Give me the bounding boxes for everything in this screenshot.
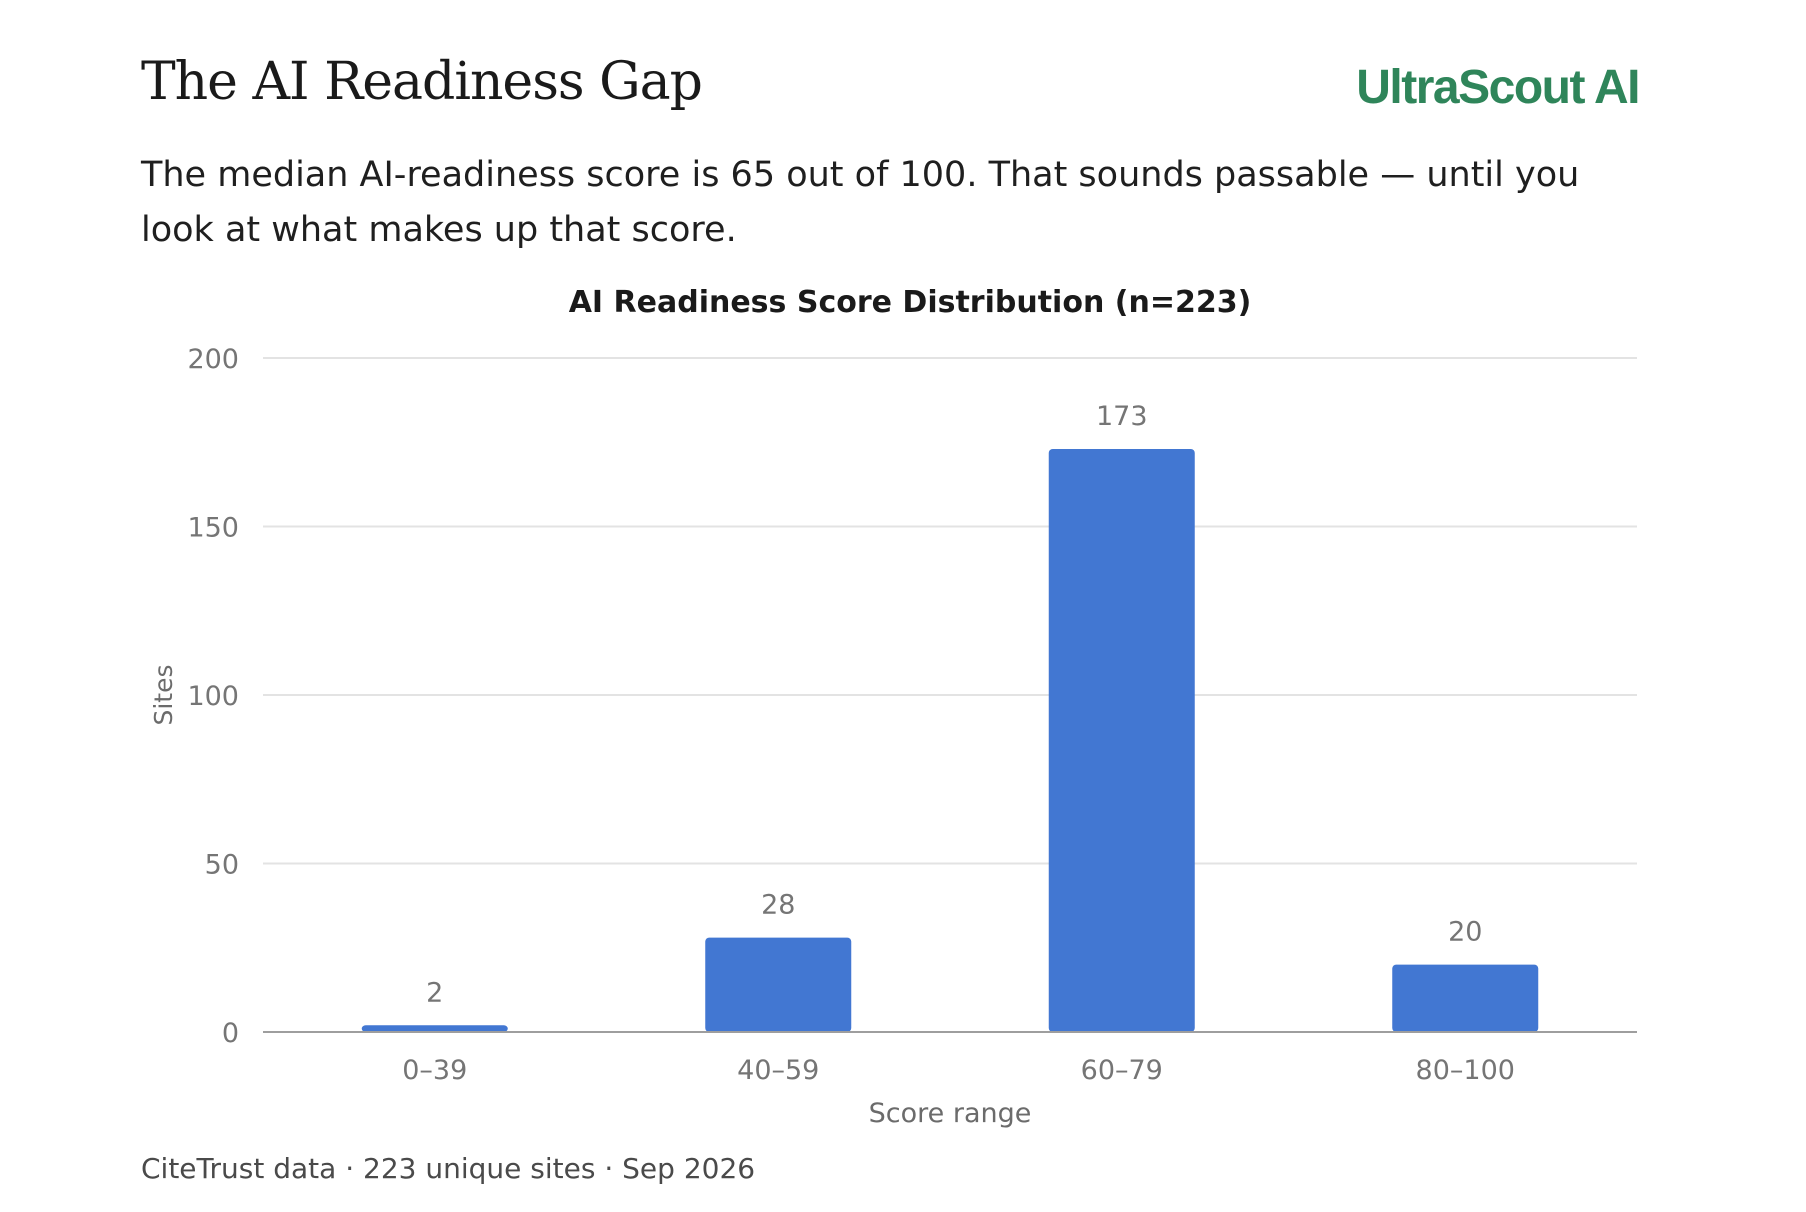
x-tick-label: 0–39 — [402, 1055, 467, 1086]
chart-title: AI Readiness Score Distribution (n=223) — [569, 285, 1252, 320]
x-tick-label: 60–79 — [1081, 1055, 1163, 1086]
y-tick-label: 100 — [187, 681, 239, 712]
bar-40–59 — [705, 937, 852, 1032]
y-tick-label: 200 — [187, 344, 239, 375]
page-subtitle: The median AI-readiness score is 65 out … — [141, 155, 1580, 250]
x-tick-label: 80–100 — [1416, 1055, 1515, 1086]
bar-60–79 — [1048, 448, 1195, 1032]
bar-0–39 — [361, 1025, 508, 1032]
brand-logo: UltraScout AI — [1356, 61, 1640, 114]
data-label: 2 — [426, 977, 443, 1008]
data-labels: 2 28 173 20 — [426, 401, 1482, 1008]
source-footnote: CiteTrust data · 223 unique sites · Sep … — [141, 1152, 756, 1185]
y-tick-label: 150 — [187, 513, 239, 544]
y-tick-label: 50 — [205, 850, 239, 881]
data-label: 173 — [1096, 401, 1148, 432]
data-label: 20 — [1448, 917, 1482, 948]
x-axis-ticks: 0–39 40–59 60–79 80–100 — [402, 1055, 1515, 1086]
y-tick-label: 0 — [222, 1018, 239, 1049]
gridlines — [263, 357, 1637, 865]
y-axis-ticks: 0 50 100 150 200 — [187, 344, 239, 1049]
y-axis-label: Sites — [149, 664, 178, 725]
data-label: 28 — [761, 890, 795, 921]
x-axis-label: Score range — [869, 1098, 1032, 1129]
page-title: The AI Readiness Gap — [141, 52, 703, 112]
bars — [361, 448, 1539, 1032]
x-tick-label: 40–59 — [737, 1055, 819, 1086]
bar-80–100 — [1392, 964, 1539, 1032]
